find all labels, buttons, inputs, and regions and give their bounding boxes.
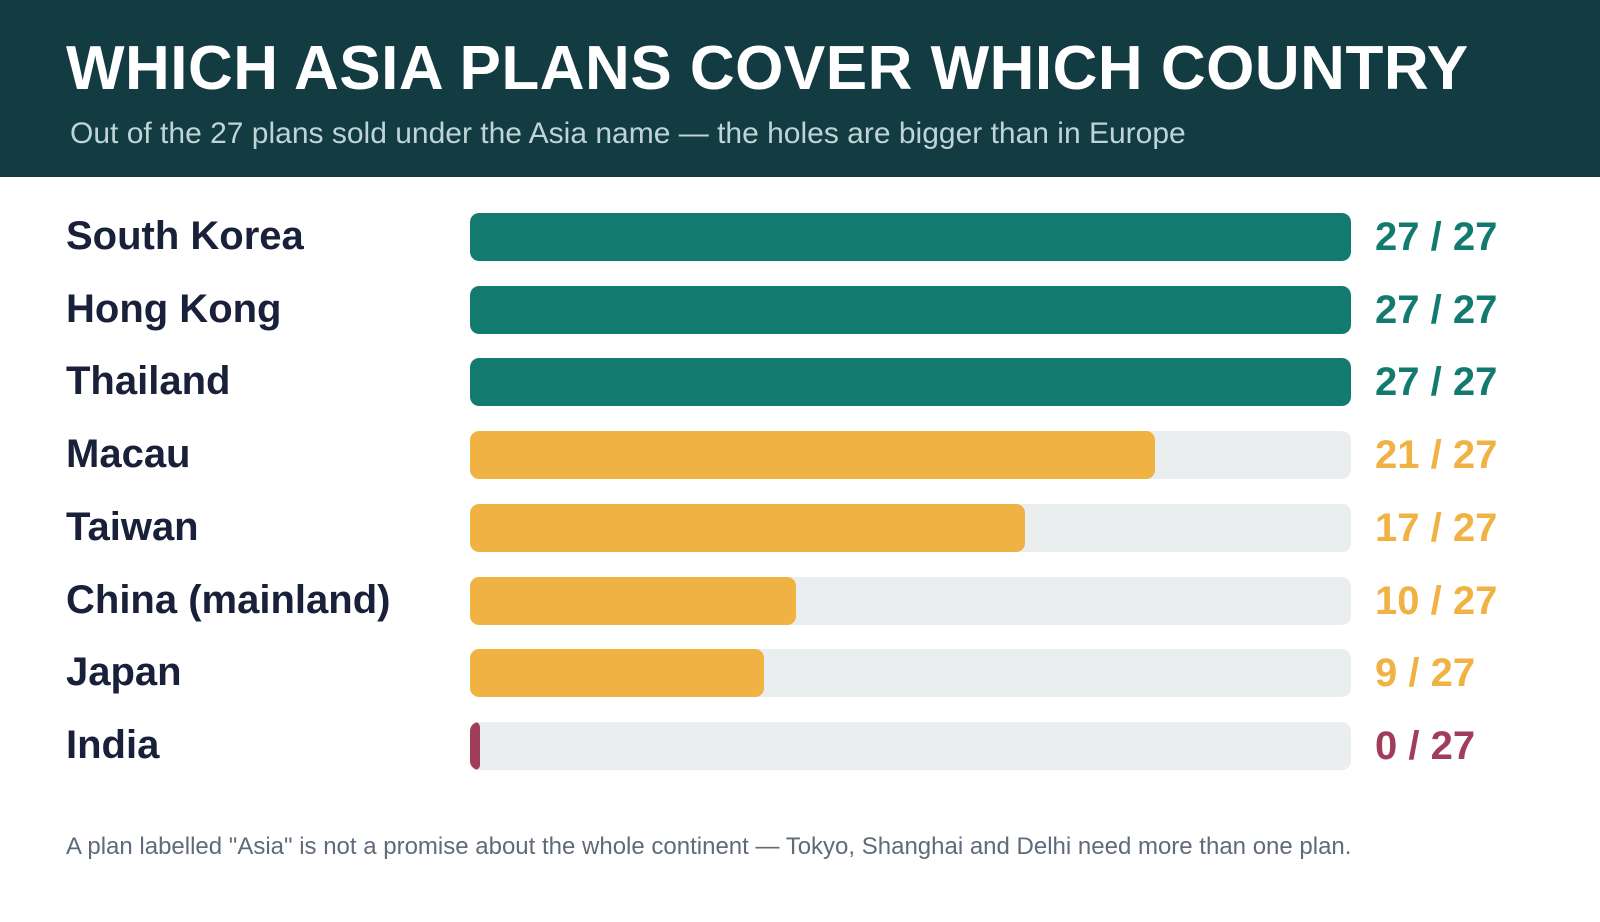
category-label: Macau [66, 432, 191, 477]
bar-track [470, 721, 1351, 770]
category-label: Hong Kong [66, 286, 282, 331]
bar [470, 649, 764, 698]
bar [470, 285, 1351, 334]
value-label: 9 / 27 [1375, 651, 1476, 696]
value-label: 27 / 27 [1375, 360, 1498, 405]
bar-track [470, 503, 1351, 552]
category-label: Thailand [66, 359, 231, 404]
value-label: 27 / 27 [1375, 287, 1498, 332]
category-label: India [66, 722, 160, 767]
category-label: Japan [66, 650, 182, 695]
header-banner: WHICH ASIA PLANS COVER WHICH COUNTRY Out… [0, 0, 1600, 177]
value-label: 27 / 27 [1375, 215, 1498, 259]
value-label: 21 / 27 [1375, 433, 1498, 478]
bar [470, 576, 797, 625]
bar-row: Japan 9 / 27 [0, 647, 1600, 721]
bar-track [470, 285, 1351, 334]
bar-track [470, 649, 1351, 698]
bar [470, 358, 1351, 407]
bar-row: India 0 / 27 [0, 720, 1600, 794]
bar-row: Taiwan 17 / 27 [0, 502, 1600, 576]
bar-row: Hong Kong 27 / 27 [0, 284, 1600, 358]
bar-track [470, 576, 1351, 625]
bar-row: Macau 21 / 27 [0, 429, 1600, 503]
value-label: 10 / 27 [1375, 578, 1498, 623]
bar-row: China (mainland) 10 / 27 [0, 575, 1600, 649]
value-label: 17 / 27 [1375, 505, 1498, 550]
category-label: South Korea [66, 214, 304, 258]
value-label: 0 / 27 [1375, 723, 1476, 768]
bar [470, 431, 1156, 480]
bar-chart: South Korea 27 / 27 Hong Kong 27 / 27 Thaila… [0, 177, 1600, 817]
category-label: China (mainland) [66, 577, 391, 622]
bar [470, 503, 1025, 552]
category-label: Taiwan [66, 504, 199, 549]
bar-row: South Korea 27 / 27 [0, 211, 1600, 285]
chart-subtitle: Out of the 27 plans sold under the Asia … [70, 117, 1186, 150]
chart-title: WHICH ASIA PLANS COVER WHICH COUNTRY [66, 34, 1469, 103]
bar-track [470, 358, 1351, 407]
bar-row: Thailand 27 / 27 [0, 356, 1600, 430]
bar [470, 213, 1351, 261]
bar-track [470, 213, 1351, 261]
bar [470, 721, 480, 770]
bar-track [470, 431, 1351, 480]
footnote: A plan labelled "Asia" is not a promise … [66, 833, 1352, 860]
